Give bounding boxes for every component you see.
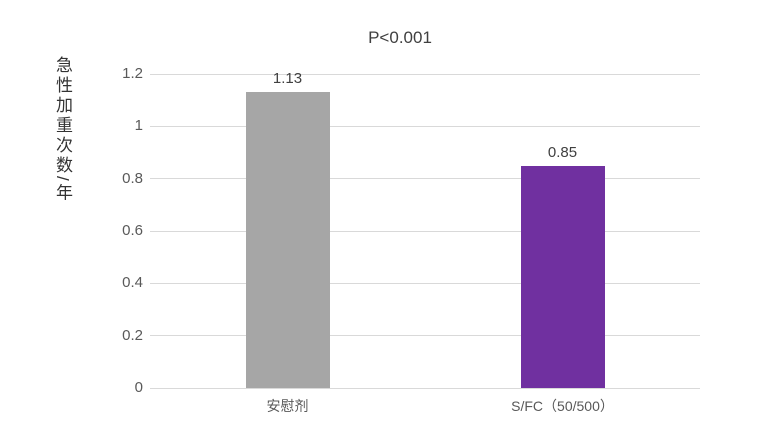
chart-title: P<0.001	[368, 28, 432, 47]
y-tick-label: 0	[134, 379, 143, 396]
y-axis-label: 急性加重次数/年	[53, 56, 72, 204]
gridline	[150, 230, 700, 232]
gridline	[150, 282, 700, 284]
y-tick-label: 0.2	[122, 326, 143, 344]
y-tick-label: 1.2	[122, 65, 143, 82]
y-tick-label: 1	[134, 117, 143, 135]
gridline	[150, 387, 700, 389]
bar-value-label: 0.85	[547, 143, 578, 161]
gridline	[150, 125, 700, 127]
x-axis-category-label: 安慰剂	[266, 398, 309, 414]
gridline	[150, 178, 700, 180]
y-tick-label: 0.6	[122, 222, 143, 239]
bar-value-label: 1.13	[272, 70, 303, 88]
x-axis-category-label: S/FC（50/500）	[511, 398, 614, 414]
gridline	[150, 73, 700, 75]
gridline	[150, 335, 700, 337]
y-tick-label: 0.4	[122, 274, 143, 292]
bar	[520, 165, 605, 388]
bar	[245, 92, 330, 388]
y-tick-label: 0.8	[122, 169, 143, 187]
